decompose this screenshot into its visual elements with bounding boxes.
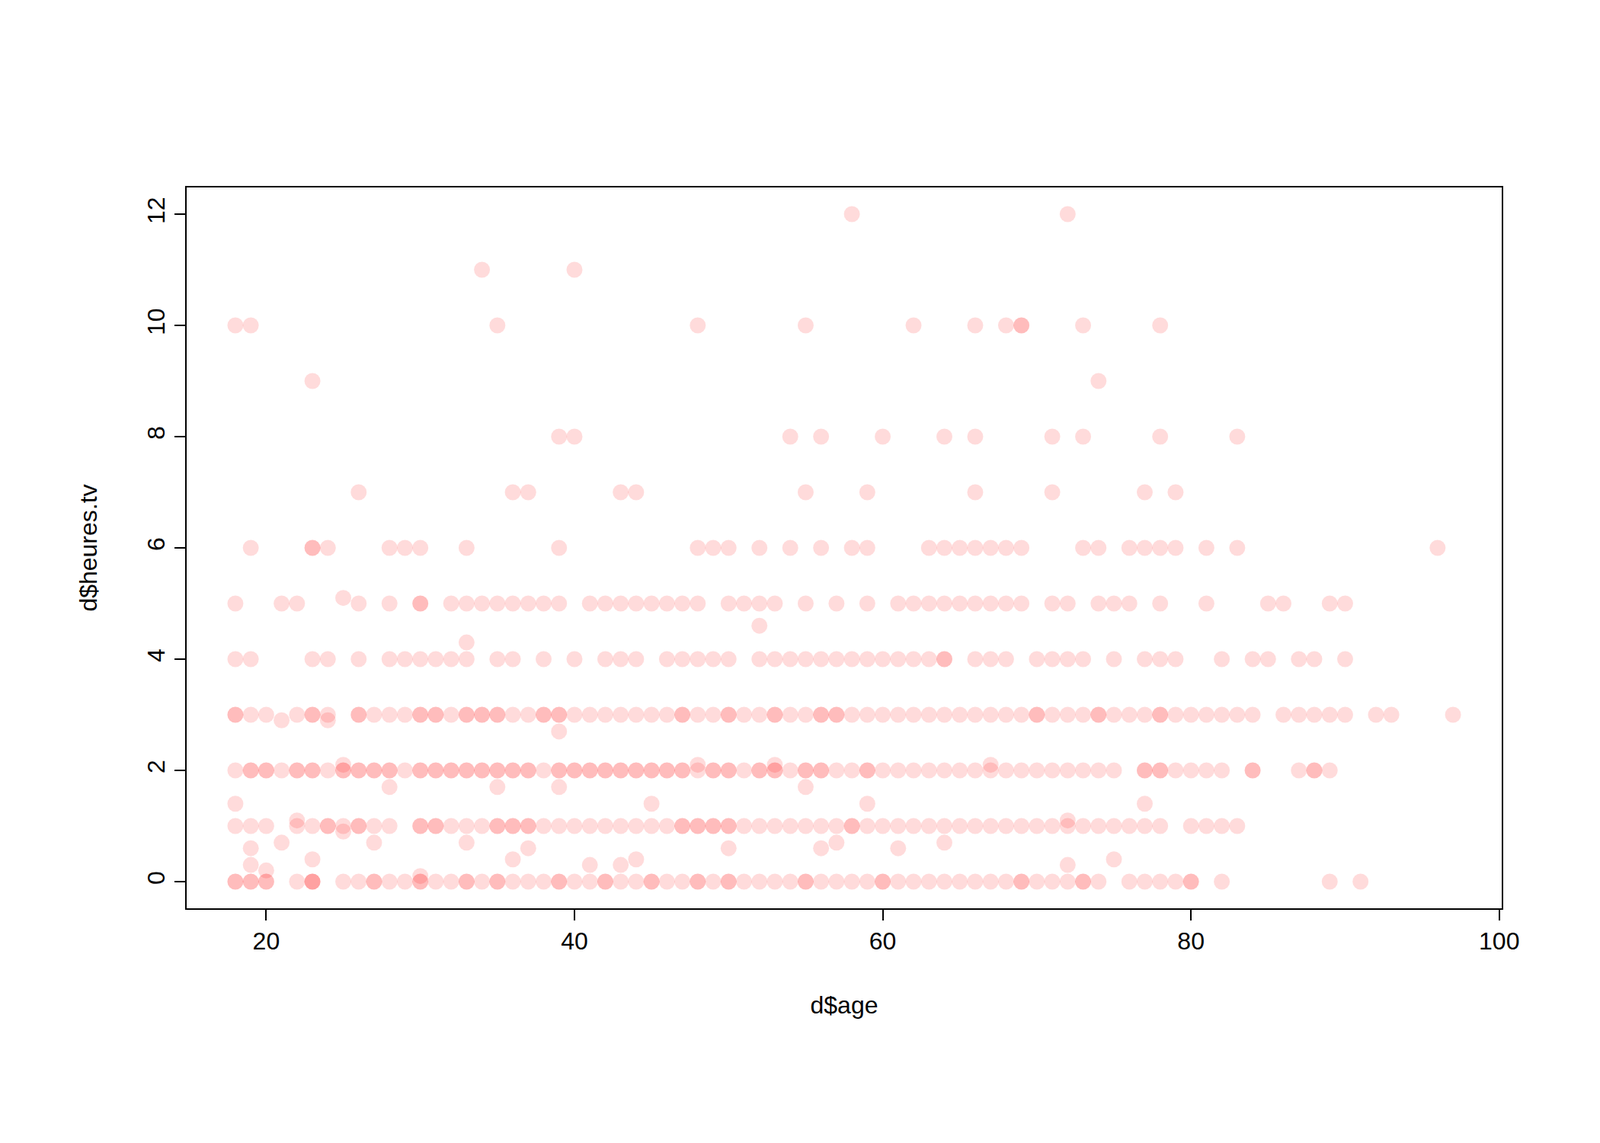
svg-text:0: 0 [142,870,170,885]
svg-text:20: 20 [252,927,281,955]
svg-text:d$age: d$age [810,991,879,1019]
svg-text:8: 8 [142,425,170,440]
svg-text:40: 40 [560,927,589,955]
svg-text:4: 4 [142,648,170,663]
svg-text:80: 80 [1177,927,1205,955]
svg-text:60: 60 [869,927,897,955]
svg-text:10: 10 [142,307,170,336]
svg-text:d$heures.tv: d$heures.tv [74,483,103,612]
svg-text:12: 12 [142,196,170,224]
svg-text:100: 100 [1478,927,1520,955]
svg-text:2: 2 [142,759,170,774]
svg-text:6: 6 [142,537,170,551]
